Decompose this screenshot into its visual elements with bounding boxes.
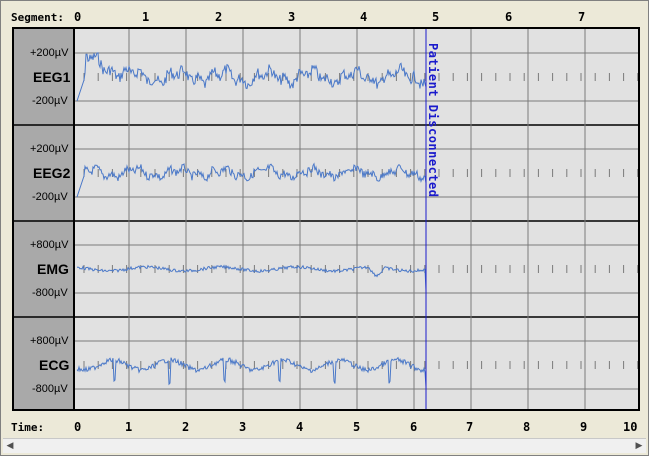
waveform-canvas: [14, 29, 638, 409]
time-tick-label: 4: [296, 420, 304, 434]
time-tick-label: 5: [353, 420, 361, 434]
signal-plot-area[interactable]: +200µV EEG1 -200µV +200µV EEG2 -200µV +8…: [12, 27, 640, 411]
segment-tick-label[interactable]: 0: [74, 10, 82, 24]
waveform-emg: [76, 264, 427, 292]
segment-ruler: Segment: 0 1 2 3 4 5 6 7: [1, 1, 648, 27]
time-tick-label: 8: [523, 420, 531, 434]
segment-tick-label[interactable]: 2: [215, 10, 223, 24]
segment-tick-label[interactable]: 4: [360, 10, 368, 24]
time-tick-label: 7: [466, 420, 474, 434]
segment-tick-label[interactable]: 1: [142, 10, 150, 24]
channel-name-emg: EMG: [37, 261, 69, 277]
time-tick-label: 3: [239, 420, 247, 434]
emg-scale-top: +800µV: [30, 239, 69, 251]
channel-label-column: +200µV EEG1 -200µV +200µV EEG2 -200µV +8…: [14, 29, 75, 409]
waveform-eeg1: [76, 52, 427, 102]
patient-disconnected-annotation: Patient Disconnected: [426, 43, 440, 198]
horizontal-scrollbar[interactable]: ◀ ▶: [3, 438, 646, 453]
segment-tick-label[interactable]: 5: [432, 10, 440, 24]
time-tick-label: 2: [182, 420, 190, 434]
segment-tick-label[interactable]: 6: [505, 10, 513, 24]
eeg1-scale-bottom: -200µV: [32, 95, 68, 107]
time-tick-label: 9: [580, 420, 588, 434]
time-tick-label: 6: [410, 420, 418, 434]
eeg2-scale-bottom: -200µV: [32, 191, 68, 203]
scroll-left-icon[interactable]: ◀: [6, 441, 14, 451]
time-tick-label: 1: [125, 420, 133, 434]
segment-label: Segment:: [11, 11, 64, 24]
channel-name-eeg2: EEG2: [33, 165, 71, 181]
scroll-right-icon[interactable]: ▶: [635, 441, 643, 451]
time-ruler: Time: 0 1 2 3 4 5 6 7 8 9 10: [1, 413, 648, 439]
emg-scale-bottom: -800µV: [32, 287, 68, 299]
time-tick-label: 0: [74, 420, 82, 434]
segment-tick-label[interactable]: 3: [288, 10, 296, 24]
eeg1-scale-top: +200µV: [30, 47, 69, 59]
channel-name-ecg: ECG: [39, 357, 70, 373]
time-label: Time:: [11, 421, 45, 434]
time-tick-label: 10: [623, 420, 638, 434]
channel-name-eeg1: EEG1: [33, 69, 71, 85]
segment-tick-label[interactable]: 7: [578, 10, 586, 24]
ecg-scale-top: +800µV: [30, 335, 69, 347]
ecg-scale-bottom: -800µV: [32, 383, 68, 395]
eeg2-scale-top: +200µV: [30, 143, 69, 155]
waveform-ecg: [76, 356, 427, 388]
waveform-eeg2: [76, 162, 427, 198]
